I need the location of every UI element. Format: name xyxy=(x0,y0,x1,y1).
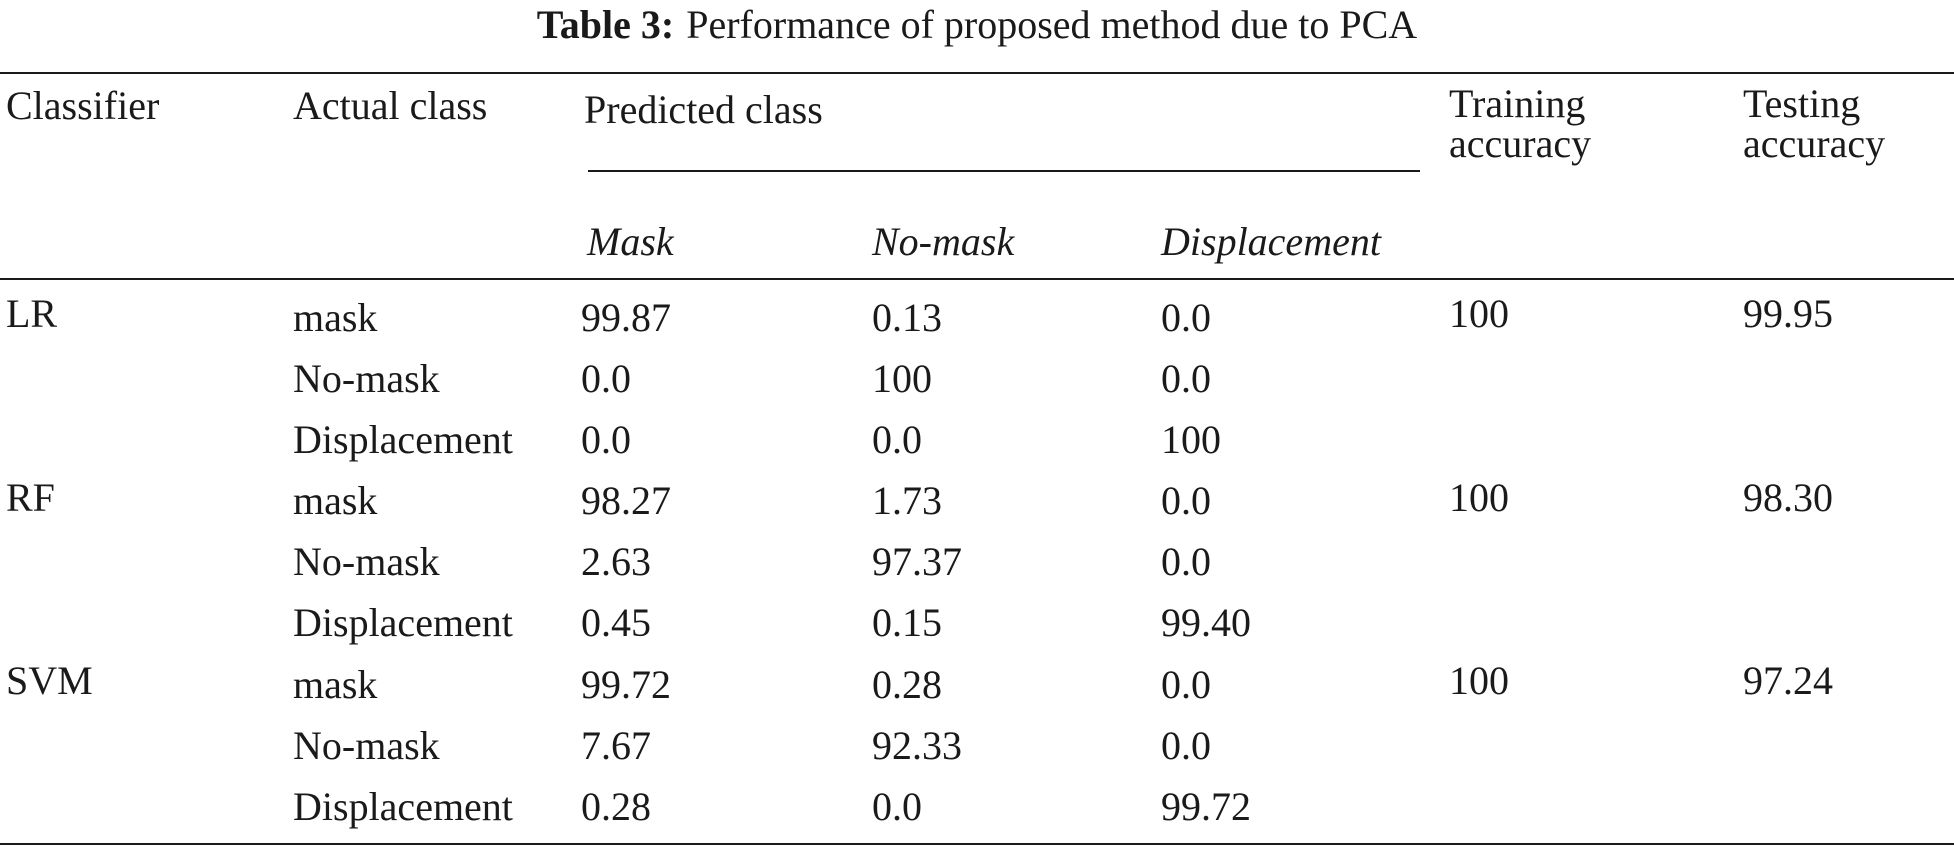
table-cell: 98.27 xyxy=(581,478,671,523)
table-cell: 100 xyxy=(872,356,932,401)
table-cell: 0.0 xyxy=(872,784,922,829)
training-accuracy-svm: 100 xyxy=(1449,658,1509,703)
table-cell: 0.0 xyxy=(1161,356,1211,401)
classifier-lr: LR xyxy=(6,291,58,336)
table-cell: 0.13 xyxy=(872,295,942,340)
training-accuracy-rf: 100 xyxy=(1449,475,1509,520)
testing-accuracy-lr: 99.95 xyxy=(1743,291,1833,336)
table-row-actual: Displacement xyxy=(293,417,513,462)
top-rule xyxy=(0,72,1954,74)
classifier-rf: RF xyxy=(6,475,55,520)
header-predicted-mask: Mask xyxy=(587,219,674,264)
training-accuracy-lr: 100 xyxy=(1449,291,1509,336)
table-cell: 7.67 xyxy=(581,723,651,768)
table-cell: 0.0 xyxy=(1161,723,1211,768)
table-cell: 2.63 xyxy=(581,539,651,584)
table-row-actual: No-mask xyxy=(293,723,440,768)
classifier-svm: SVM xyxy=(6,658,93,703)
table-cell: 0.0 xyxy=(581,356,631,401)
testing-accuracy-svm: 97.24 xyxy=(1743,658,1833,703)
testing-accuracy-rf: 98.30 xyxy=(1743,475,1833,520)
header-rule xyxy=(0,278,1954,280)
table-row-actual: No-mask xyxy=(293,356,440,401)
table-row-actual: No-mask xyxy=(293,539,440,584)
table-cell: 92.33 xyxy=(872,723,962,768)
table-cell: 99.87 xyxy=(581,295,671,340)
table-cell: 0.28 xyxy=(581,784,651,829)
header-training-accuracy: Training accuracy xyxy=(1449,81,1592,166)
header-predicted-displacement: Displacement xyxy=(1161,219,1381,264)
table-cell: 99.72 xyxy=(581,662,671,707)
table-cell: 0.15 xyxy=(872,600,942,645)
table-cell: 99.72 xyxy=(1161,784,1251,829)
table-cell: 0.0 xyxy=(1161,478,1211,523)
table-cell: 0.0 xyxy=(1161,539,1211,584)
header-classifier: Classifier xyxy=(6,83,160,128)
header-predicted-no-mask: No-mask xyxy=(872,219,1015,264)
table-cell: 0.28 xyxy=(872,662,942,707)
table-cell: 100 xyxy=(1161,417,1221,462)
table-row-actual: mask xyxy=(293,295,378,340)
table-cell: 0.0 xyxy=(1161,662,1211,707)
table-row-actual: Displacement xyxy=(293,600,513,645)
table-cell: 97.37 xyxy=(872,539,962,584)
table-cell: 0.45 xyxy=(581,600,651,645)
table-row-actual: mask xyxy=(293,662,378,707)
table-cell: 99.40 xyxy=(1161,600,1251,645)
table-cell: 0.0 xyxy=(872,417,922,462)
predicted-class-subrule xyxy=(588,170,1420,172)
table-cell: 0.0 xyxy=(581,417,631,462)
table-caption: Table 3: Performance of proposed method d… xyxy=(0,0,1954,60)
table-row-actual: mask xyxy=(293,478,378,523)
header-actual-class: Actual class xyxy=(293,83,488,128)
table-cell: 0.0 xyxy=(1161,295,1211,340)
header-testing-accuracy: Testing accuracy xyxy=(1743,81,1886,166)
table-title: Performance of proposed method due to PC… xyxy=(686,2,1418,47)
table-row-actual: Displacement xyxy=(293,784,513,829)
table-number: Table 3: xyxy=(536,2,675,47)
bottom-rule xyxy=(0,843,1954,845)
table-cell: 1.73 xyxy=(872,478,942,523)
header-predicted-class: Predicted class xyxy=(584,87,823,132)
